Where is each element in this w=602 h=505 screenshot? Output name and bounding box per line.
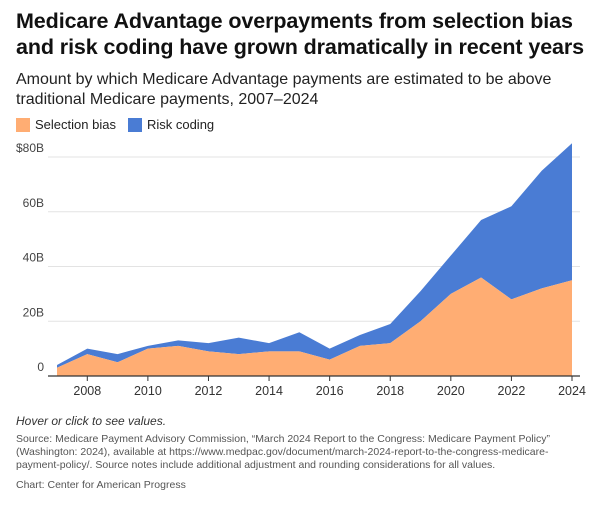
x-tick-label: 2016 [316,384,344,398]
chart-credit: Chart: Center for American Progress [16,479,186,491]
legend-label-risk-coding: Risk coding [146,117,215,132]
chart-title: Medicare Advantage overpayments from sel… [16,9,585,59]
x-tick-label: 2020 [437,384,465,398]
legend: Selection bias Risk coding [16,117,226,132]
x-tick-label: 2008 [73,384,101,398]
source-note: Source: Medicare Payment Advisory Commis… [16,433,550,471]
x-tick-label: 2022 [498,384,526,398]
legend-item-risk-coding[interactable]: Risk coding [127,117,215,132]
area-selection-bias[interactable] [57,277,572,376]
y-tick-label: 20B [23,305,44,319]
area-chart[interactable]: 0 20B 40B 60B $80B 2008 2010 2012 2014 2016 2018 20… [0,0,602,400]
legend-label-selection-bias: Selection bias [35,117,116,132]
x-tick-label: 2024 [558,384,586,398]
chart-subtitle: Amount by which Medicare Advantage payme… [16,71,552,108]
y-tick-label: $80B [16,141,44,155]
area-risk-coding[interactable] [57,143,572,368]
x-tick-label: 2018 [376,384,404,398]
legend-item-selection-bias[interactable]: Selection bias [16,117,116,132]
legend-swatch-risk-coding [127,117,142,132]
x-tick-label: 2012 [195,384,223,398]
y-tick-label: 40B [23,251,44,265]
x-tick-label: 2014 [255,384,283,398]
y-tick-label: 60B [23,196,44,210]
axes: 0 20B 40B 60B $80B 2008 2010 2012 2014 2016 2018 20… [16,141,586,398]
x-tick-label: 2010 [134,384,162,398]
legend-swatch-selection-bias [16,117,30,132]
hover-instruction: Hover or click to see values. [16,414,167,428]
y-tick-label: 0 [37,360,44,374]
areas[interactable] [57,143,572,376]
